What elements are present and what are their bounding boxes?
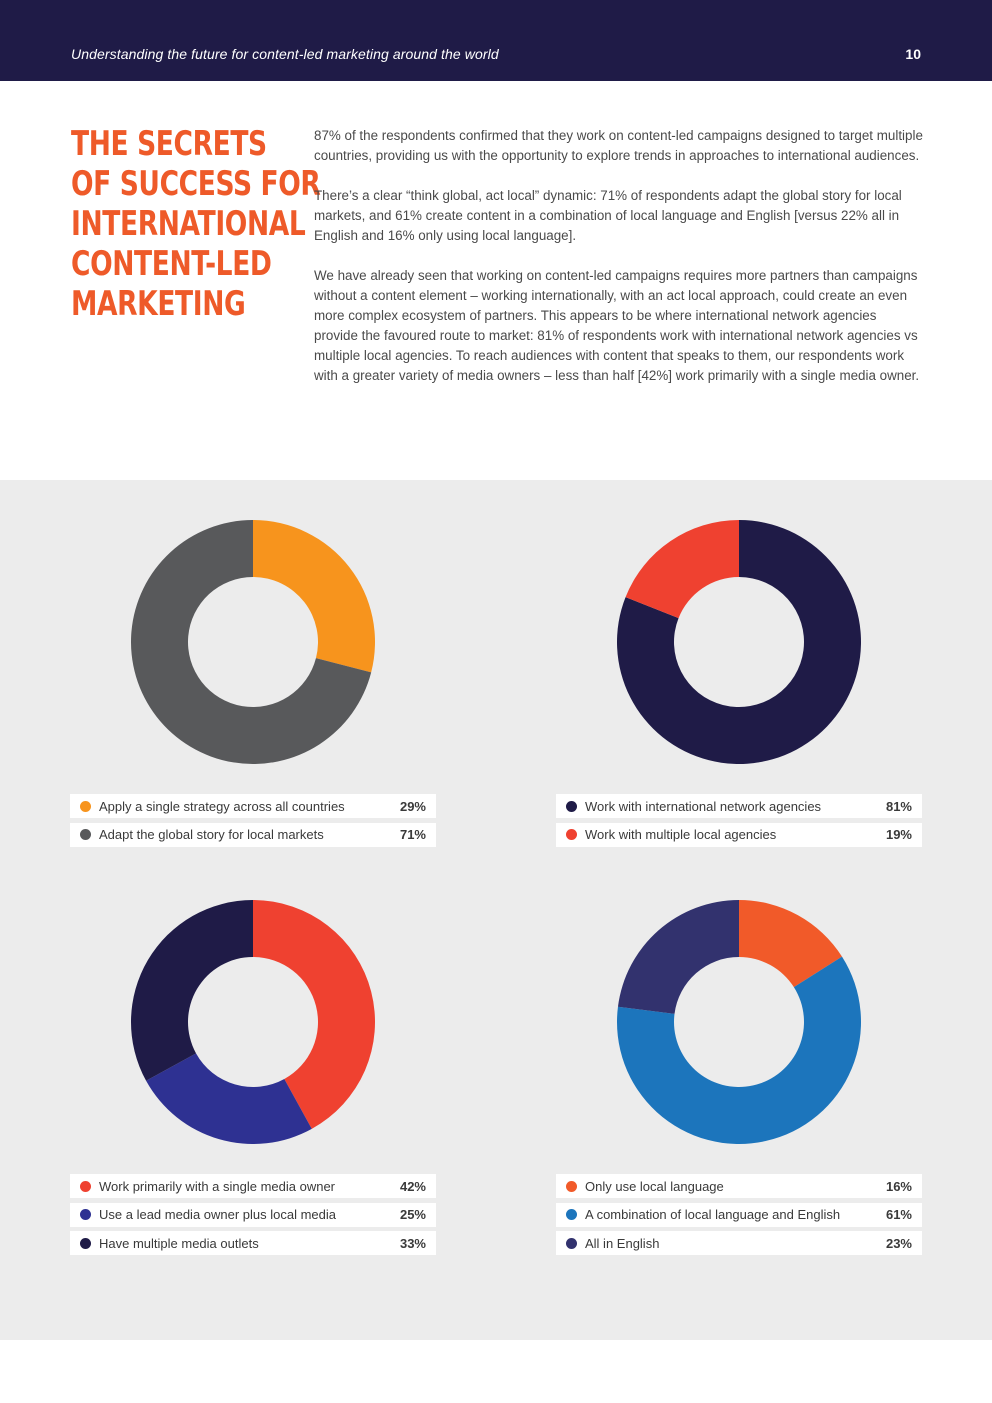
legend-label: Work primarily with a single media owner (99, 1178, 336, 1194)
legend-row: All in English 23% (556, 1231, 922, 1255)
legend-dot-icon (566, 1237, 577, 1249)
legend-value: 81% (885, 798, 912, 814)
legend-dot-icon (566, 1180, 577, 1192)
donut-slice-all-in-english (617, 900, 739, 1014)
legend-label: Adapt the global story for local markets (99, 827, 324, 842)
legend-dot-icon (80, 1180, 91, 1192)
legend-row: Use a lead media owner plus local media 2… (70, 1202, 436, 1227)
legend-value: 25% (399, 1207, 426, 1222)
donut-chart-agencies (617, 520, 861, 764)
legend-media-owners: Work primarily with a single media owner… (70, 1174, 436, 1260)
charts-panel: Apply a single strategy across all count… (0, 480, 992, 1340)
legend-language: Only use local language 16% A combination … (556, 1174, 922, 1260)
legend-agencies: Work with international network agencies… (556, 794, 922, 851)
legend-dot-icon (80, 1209, 91, 1220)
legend-value: 19% (885, 827, 912, 842)
header-bar: Understanding the future for content-led… (0, 0, 992, 81)
intro-text: 87% of the respondents confirmed that th… (314, 126, 924, 406)
legend-label: All in English (585, 1235, 660, 1251)
legend-dot-icon (80, 1237, 91, 1249)
legend-row: Have multiple media outlets 33% (70, 1231, 436, 1255)
donut-chart-media-owners (131, 900, 375, 1144)
legend-label: Work with multiple local agencies (585, 827, 777, 842)
headline-line: INTERNATIONAL (71, 204, 306, 244)
donut-slice-have-multiple-media-outlets (131, 900, 253, 1081)
donut-svg (617, 900, 861, 1144)
donut-slice-use-a-lead-media-owner-plus-local-media (146, 1053, 312, 1144)
legend-row: Work with multiple local agencies 19% (556, 822, 922, 847)
legend-row: Apply a single strategy across all count… (70, 794, 436, 818)
legend-dot-icon (566, 829, 577, 840)
headline-line: THE SECRETS (71, 124, 267, 164)
header-title: Understanding the future for content-led… (71, 46, 499, 62)
donut-slice-a-combination-of-local-language-and-english (617, 956, 861, 1144)
legend-value: 42% (399, 1178, 426, 1194)
legend-label: Use a lead media owner plus local media (99, 1207, 337, 1222)
legend-value: 71% (399, 827, 426, 842)
donut-slice-adapt-the-global-story-for-local-markets (131, 520, 372, 764)
donut-slice-work-with-multiple-local-agencies (625, 520, 739, 619)
legend-label: Work with international network agencies (585, 798, 822, 814)
legend-row: A combination of local language and Engl… (556, 1202, 922, 1227)
donut-svg (131, 900, 375, 1144)
section-headline: THE SECRETS OF SUCCESS FOR INTERNATIONAL… (71, 124, 321, 324)
donut-slice-only-use-local-language (739, 900, 843, 988)
headline-line: OF SUCCESS FOR (71, 164, 321, 204)
legend-dot-icon (80, 800, 91, 812)
legend-row: Work with international network agencies… (556, 794, 922, 818)
intro-paragraph: We have already seen that working on con… (314, 268, 920, 383)
intro-paragraph: There’s a clear “think global, act local… (314, 188, 902, 243)
donut-svg (617, 520, 861, 764)
donut-svg (131, 520, 375, 764)
headline-line: MARKETING (71, 284, 246, 324)
legend-value: 33% (399, 1235, 426, 1251)
headline-line: CONTENT-LED (71, 244, 272, 284)
legend-value: 61% (885, 1207, 912, 1222)
legend-value: 29% (399, 798, 426, 814)
legend-dot-icon (566, 1209, 577, 1220)
legend-dot-icon (566, 800, 577, 812)
intro-paragraph: 87% of the respondents confirmed that th… (314, 128, 923, 163)
legend-value: 16% (885, 1178, 912, 1194)
legend-dot-icon (80, 829, 91, 840)
legend-value: 23% (885, 1235, 912, 1251)
legend-label: Apply a single strategy across all count… (99, 798, 345, 814)
legend-row: Work primarily with a single media owner… (70, 1174, 436, 1198)
page-number: 10 (905, 46, 921, 62)
legend-label: A combination of local language and Engl… (585, 1207, 841, 1222)
donut-slice-apply-a-single-strategy-across-all-countries (253, 520, 375, 673)
donut-chart-strategy (131, 520, 375, 764)
legend-label: Only use local language (585, 1178, 724, 1194)
donut-slice-work-with-international-network-agencies (617, 520, 861, 764)
donut-chart-language (617, 900, 861, 1144)
legend-row: Only use local language 16% (556, 1174, 922, 1198)
legend-row: Adapt the global story for local markets… (70, 822, 436, 847)
legend-strategy: Apply a single strategy across all count… (70, 794, 436, 851)
legend-label: Have multiple media outlets (99, 1235, 259, 1251)
donut-slice-work-primarily-with-a-single-media-owner (253, 900, 375, 1129)
